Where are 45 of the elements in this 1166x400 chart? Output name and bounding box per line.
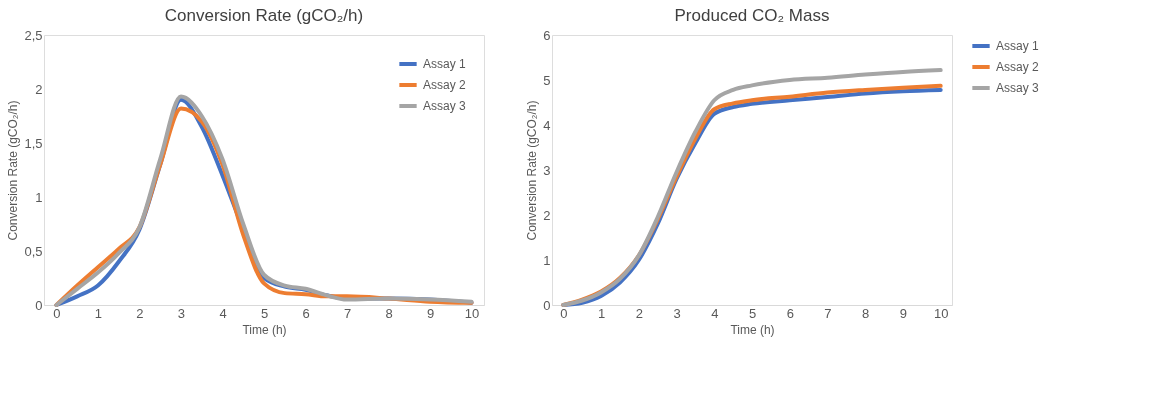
x-tick-label: 2 bbox=[136, 305, 144, 321]
x-tick-label: 10 bbox=[464, 305, 480, 321]
legend-label: Assay 1 bbox=[996, 39, 1040, 53]
legend-label: Assay 2 bbox=[996, 60, 1040, 74]
x-tick-label: 8 bbox=[385, 305, 393, 321]
chart-title: Conversion Rate (gCO₂/h) bbox=[164, 6, 364, 25]
x-tick-label: 4 bbox=[711, 305, 719, 321]
y-tick-label: 2 bbox=[35, 81, 43, 97]
x-tick-label: 0 bbox=[560, 305, 568, 321]
x-axis-title: Time (h) bbox=[730, 322, 775, 337]
legend-label: Assay 1 bbox=[423, 57, 467, 71]
y-tick-label: 4 bbox=[543, 117, 551, 133]
x-tick-label: 4 bbox=[219, 305, 227, 321]
x-tick-label: 6 bbox=[302, 305, 310, 321]
y-tick-label: 6 bbox=[543, 27, 551, 43]
y-tick-label: 1 bbox=[543, 252, 551, 268]
x-tick-label: 9 bbox=[899, 305, 908, 321]
x-tick-label: 3 bbox=[177, 305, 186, 321]
y-tick-label: 1,5 bbox=[24, 135, 43, 151]
y-tick-label: 3 bbox=[543, 162, 551, 178]
x-tick-label: 8 bbox=[862, 305, 870, 321]
legend-label: Assay 3 bbox=[996, 81, 1040, 95]
x-tick-label: 1 bbox=[94, 305, 103, 321]
legend-label: Assay 2 bbox=[423, 78, 467, 92]
x-axis-title: Time (h) bbox=[242, 322, 287, 337]
x-tick-label: 10 bbox=[933, 305, 949, 321]
x-tick-label: 9 bbox=[426, 305, 435, 321]
legend-label: Assay 3 bbox=[423, 99, 467, 113]
x-tick-label: 5 bbox=[260, 305, 269, 321]
y-tick-label: 2 bbox=[543, 207, 551, 223]
y-tick-label: 5 bbox=[543, 72, 551, 88]
x-tick-label: 2 bbox=[635, 305, 643, 321]
x-tick-label: 3 bbox=[673, 305, 681, 321]
x-tick-label: 7 bbox=[824, 305, 832, 321]
y-axis-title: Conversion Rate (gCO₂/h) bbox=[525, 100, 540, 241]
y-tick-label: 0,5 bbox=[24, 243, 43, 259]
chart-title: Produced CO₂ Mass bbox=[674, 6, 830, 25]
x-tick-label: 6 bbox=[786, 305, 794, 321]
y-tick-label: 1 bbox=[35, 189, 43, 205]
x-tick-label: 1 bbox=[597, 305, 606, 321]
y-tick-label: 2,5 bbox=[24, 27, 43, 43]
x-tick-label: 0 bbox=[53, 305, 61, 321]
y-axis-title: Conversion Rate (gCO₂/h) bbox=[6, 100, 21, 241]
x-tick-label: 7 bbox=[343, 305, 352, 321]
x-tick-label: 5 bbox=[748, 305, 757, 321]
